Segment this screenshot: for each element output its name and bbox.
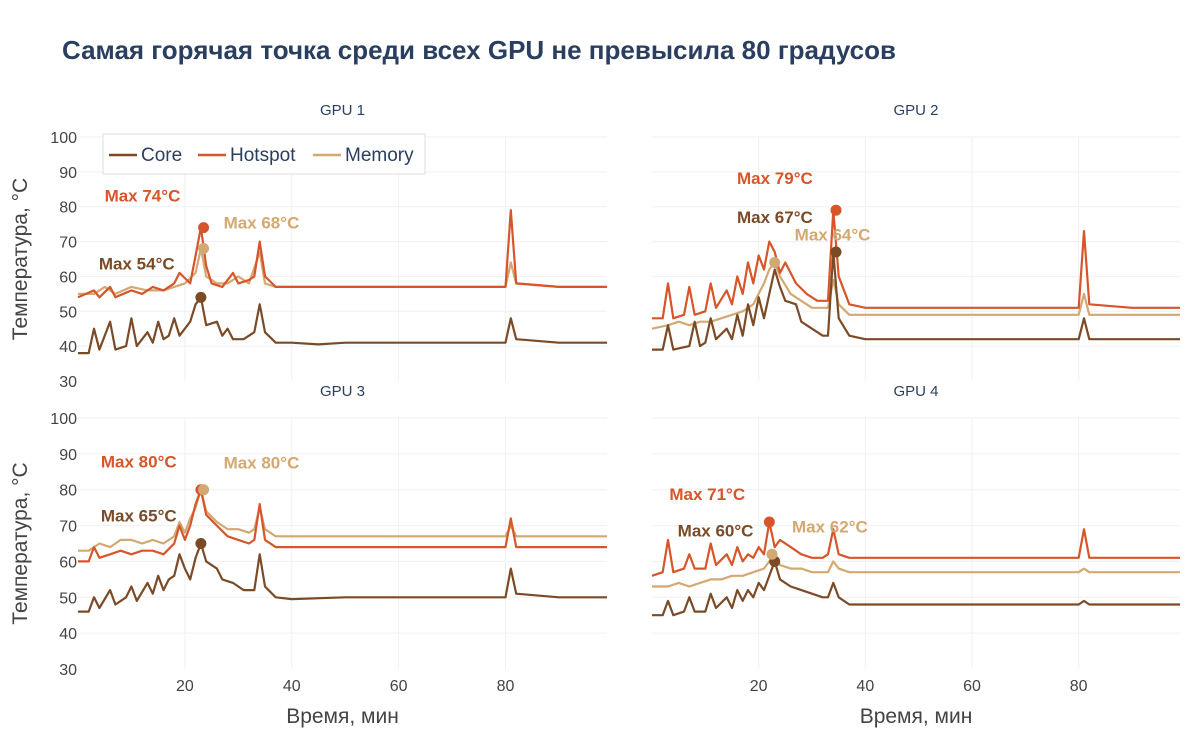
max-label-memory: Max 62°C xyxy=(792,517,868,536)
chart-title: Самая горячая точка среди всех GPU не пр… xyxy=(62,35,896,65)
max-marker-memory xyxy=(766,548,778,560)
legend-label-core[interactable]: Core xyxy=(141,145,182,166)
max-label-memory: Max 80°C xyxy=(224,454,300,473)
series-line-memory xyxy=(78,488,607,552)
series-line-memory xyxy=(652,553,1180,588)
y-tick-label: 70 xyxy=(59,519,77,536)
series-line-hotspot xyxy=(77,209,607,299)
y-tick-label: 50 xyxy=(59,590,77,607)
max-marker-hotspot xyxy=(198,222,210,234)
x-axis-title: Время, мин xyxy=(286,705,399,728)
series-line-core xyxy=(652,560,1180,617)
max-label-core: Max 65°C xyxy=(101,507,177,526)
y-tick-label: 90 xyxy=(59,165,77,182)
y-tick-label: 50 xyxy=(59,304,77,321)
max-marker-memory xyxy=(198,484,210,496)
panel-gpu-4: GPU 4 20 40 60 80 Время, мин Max 71°C Max 60°C M… xyxy=(651,383,1180,728)
max-label-hotspot: Max 80°C xyxy=(101,453,177,472)
y-tick-label: 30 xyxy=(59,374,77,391)
subplot-title: GPU 4 xyxy=(893,383,938,400)
y-tick-label: 40 xyxy=(59,339,77,356)
x-tick-label: 20 xyxy=(750,678,768,695)
max-marker-hotspot xyxy=(763,516,775,528)
y-tick-label: 60 xyxy=(59,554,77,571)
legend-label-memory[interactable]: Memory xyxy=(345,145,414,166)
max-marker-core xyxy=(195,291,207,303)
subplot-title: GPU 2 xyxy=(893,102,938,119)
max-marker-core xyxy=(195,538,207,549)
y-tick-label: 60 xyxy=(59,269,77,286)
y-tick-label: 90 xyxy=(59,447,77,464)
x-tick-label: 60 xyxy=(390,678,408,695)
x-tick-label: 60 xyxy=(963,678,981,695)
y-tick-label: 40 xyxy=(59,626,77,643)
legend-label-hotspot[interactable]: Hotspot xyxy=(230,145,296,166)
x-axis-title: Время, мин xyxy=(860,705,973,728)
x-tick-label: 40 xyxy=(856,678,874,695)
max-marker-memory xyxy=(769,256,781,268)
max-label-core: Max 67°C xyxy=(737,208,813,227)
panel-gpu-3: GPU 3 30 40 50 60 70 80 90 100 Температура, °C 20 4… xyxy=(9,383,607,728)
series-line-hotspot xyxy=(652,209,1180,320)
series-line-memory xyxy=(651,261,1180,330)
x-tick-label: 40 xyxy=(283,678,301,695)
y-tick-label: 30 xyxy=(59,662,77,679)
legend-box xyxy=(102,133,426,175)
series-line-hotspot xyxy=(651,520,1180,577)
y-tick-label: 100 xyxy=(50,130,77,147)
max-label-memory: Max 64°C xyxy=(795,225,871,244)
y-axis-title: Температура, °C xyxy=(9,178,32,340)
y-tick-label: 100 xyxy=(50,411,77,428)
x-tick-label: 80 xyxy=(1070,678,1088,695)
series-line-core xyxy=(78,542,607,613)
max-label-hotspot: Max 79°C xyxy=(737,169,813,188)
subplot-title: GPU 3 xyxy=(320,383,365,400)
y-axis-title: Температура, °C xyxy=(9,462,32,624)
x-tick-label: 80 xyxy=(497,678,515,695)
subplot-title: GPU 1 xyxy=(320,102,365,119)
max-label-hotspot: Max 74°C xyxy=(105,187,181,206)
series-line-hotspot xyxy=(78,488,607,563)
x-tick-label: 20 xyxy=(176,678,194,695)
y-tick-label: 80 xyxy=(59,200,77,217)
max-marker-hotspot xyxy=(830,204,842,216)
series-line-core xyxy=(652,250,1180,351)
series-line-core xyxy=(78,296,607,355)
panels: GPU 1 30 40 50 60 70 80 90 100 Температура, °C Max… xyxy=(9,102,1180,728)
max-label-core: Max 54°C xyxy=(99,254,175,273)
max-label-core: Max 60°C xyxy=(678,521,754,540)
max-marker-core xyxy=(830,246,842,258)
max-label-hotspot: Max 71°C xyxy=(669,485,745,504)
legend: Core Hotspot Memory xyxy=(102,133,426,175)
max-label-memory: Max 68°C xyxy=(224,214,300,233)
y-tick-label: 80 xyxy=(59,483,77,500)
max-marker-memory xyxy=(198,243,210,255)
y-tick-label: 70 xyxy=(59,235,77,252)
